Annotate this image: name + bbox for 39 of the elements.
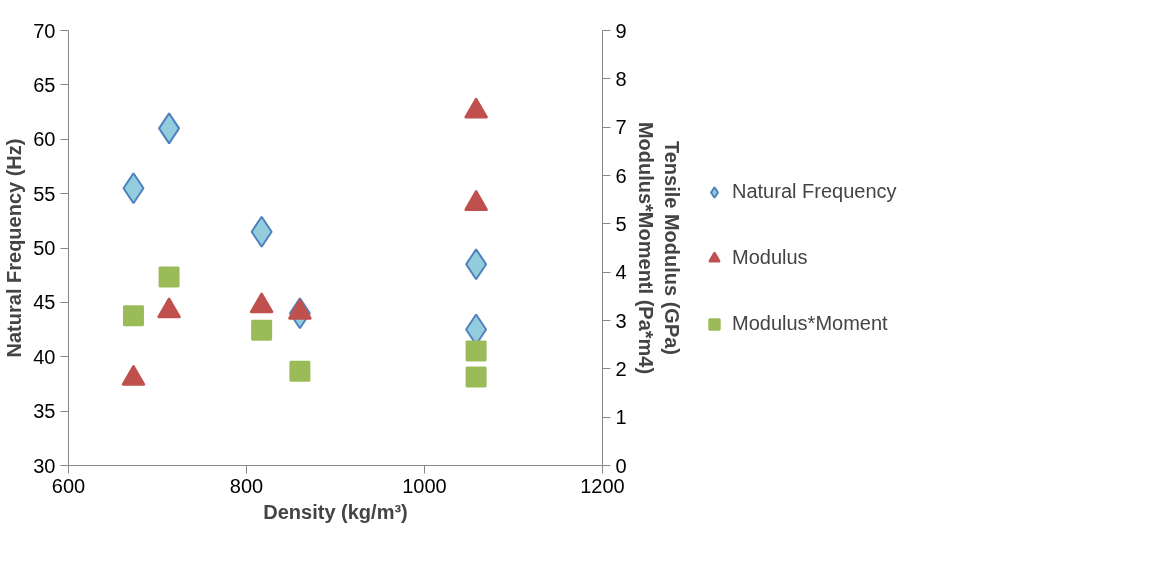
y2-tick-label: 7: [615, 116, 627, 139]
point: [157, 297, 182, 319]
point: [464, 189, 489, 211]
legend-label: Natural Frequency: [732, 180, 897, 203]
point: [465, 366, 487, 388]
point: [464, 97, 489, 119]
y-tick-label: 70: [33, 19, 56, 42]
point: [122, 305, 144, 327]
y-tick-label: 35: [33, 400, 56, 423]
y2-tick-label: 8: [615, 67, 627, 90]
y-tick-label: 65: [33, 73, 56, 96]
y2-tick-label: 2: [615, 357, 627, 380]
y2-tick-label: 0: [615, 454, 627, 477]
point: [158, 266, 180, 288]
point: [289, 360, 311, 382]
y-axis-title: Natural Frequency (Hz): [3, 138, 26, 358]
y-tick-label: 40: [33, 345, 56, 368]
y2-tick-label: 5: [615, 212, 627, 235]
y2-tick-label: 6: [615, 164, 627, 187]
x-tick-label: 800: [229, 474, 264, 497]
y2-tick-label: 3: [615, 309, 627, 332]
y-tick-label: 30: [33, 454, 56, 477]
x-tick-label: 1200: [580, 474, 625, 497]
y-tick-label: 60: [33, 128, 56, 151]
legend-label: Modulus*Moment: [732, 312, 888, 335]
y2-tick-label: 4: [615, 261, 627, 284]
y-tick-label: 45: [33, 291, 56, 314]
y2-tick-label: 9: [615, 19, 627, 42]
x-tick-label: 1000: [402, 474, 447, 497]
y2-axis-title: Tensile Modulus (GPa) Modulus*MomentI (Pa*m4): [634, 121, 684, 375]
y-tick-label: 55: [33, 182, 56, 205]
legend-label: Modulus: [732, 246, 808, 269]
point: [249, 292, 274, 314]
point: [251, 319, 273, 341]
point: [465, 340, 487, 362]
y-tick-label: 50: [33, 237, 56, 259]
x-tick-label: 600: [51, 474, 86, 497]
y2-tick-label: 1: [615, 406, 627, 429]
x-axis-title: Density (kg/m³): [263, 500, 408, 523]
